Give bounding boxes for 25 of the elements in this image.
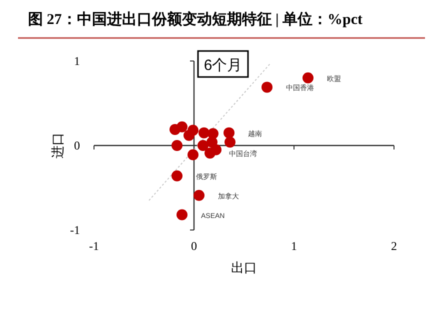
y-axis-title: 进口	[50, 132, 65, 158]
x-tick-label: 0	[191, 239, 197, 253]
point	[176, 209, 188, 220]
point	[224, 136, 236, 148]
point	[262, 82, 272, 93]
annotation: 6个月	[204, 57, 242, 74]
point	[204, 148, 216, 159]
point	[176, 121, 188, 132]
point	[198, 140, 208, 151]
point	[188, 149, 198, 160]
point	[302, 72, 314, 84]
y-tick-label: 1	[74, 54, 80, 68]
point	[194, 190, 204, 201]
point	[172, 140, 182, 151]
x-tick-label: 1	[291, 239, 297, 253]
y-tick-label: -1	[70, 223, 80, 237]
point	[172, 170, 182, 182]
point	[224, 127, 234, 138]
point	[188, 124, 198, 136]
x-tick-label: 2	[391, 239, 397, 253]
y-tick-label: 0	[74, 138, 80, 152]
chart-title: 图 27：中国进出口份额变动短期特征 | 单位：%pct	[28, 10, 363, 28]
point	[198, 127, 210, 138]
x-axis-title: 出口	[231, 260, 257, 275]
x-tick-label: -1	[89, 239, 99, 253]
